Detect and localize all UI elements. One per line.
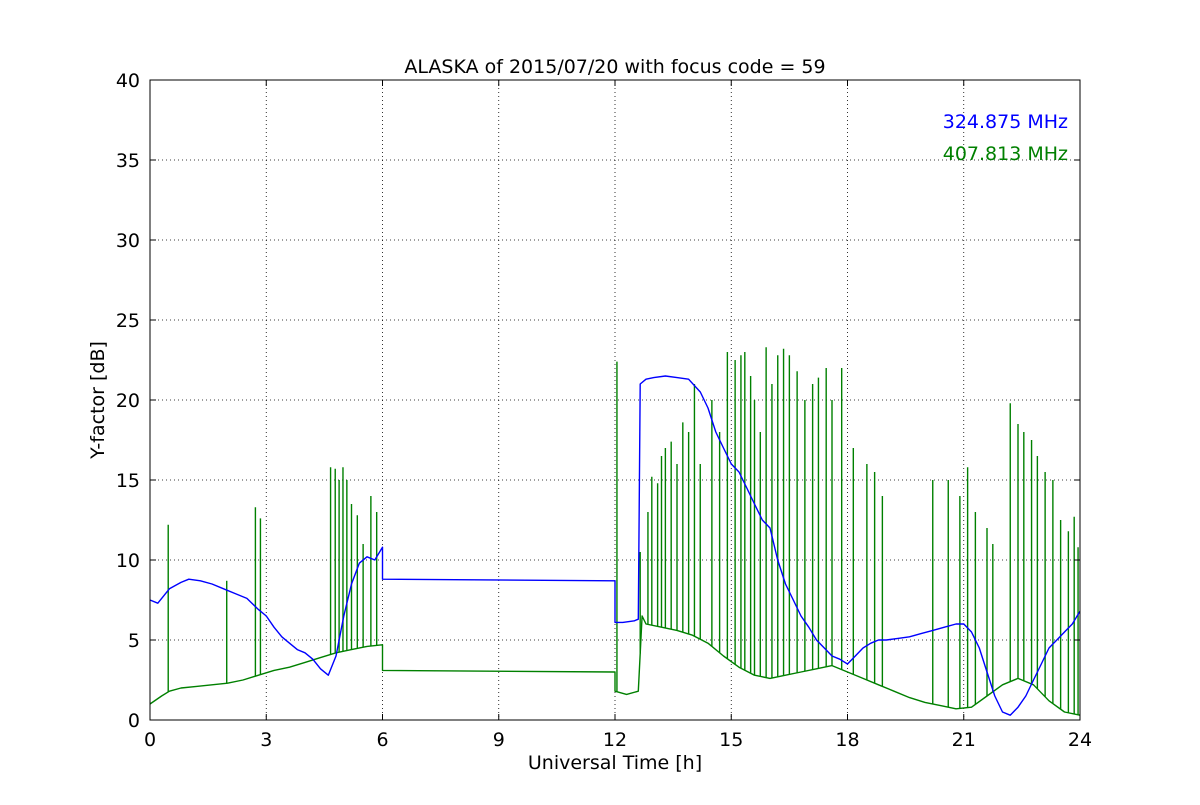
y-tick-label: 5 — [128, 630, 140, 652]
grid — [150, 80, 1080, 720]
x-tick-label: 6 — [376, 729, 388, 751]
chart-title: ALASKA of 2015/07/20 with focus code = 5… — [404, 56, 825, 78]
x-tick-label: 24 — [1068, 729, 1092, 751]
x-tick-label: 15 — [719, 729, 743, 751]
x-tick-label: 21 — [952, 729, 976, 751]
y-axis-label: Y-factor [dB] — [87, 341, 109, 460]
y-tick-label: 35 — [116, 150, 140, 172]
x-tick-label: 3 — [260, 729, 272, 751]
y-tick-label: 20 — [116, 390, 140, 412]
legend: 324.875 MHz 407.813 MHz — [943, 111, 1068, 165]
x-tick-label: 12 — [603, 729, 627, 751]
y-tick-label: 15 — [116, 470, 140, 492]
legend-entry-series-1: 324.875 MHz — [943, 111, 1068, 133]
y-tick-label: 10 — [116, 550, 140, 572]
legend-entry-series-2: 407.813 MHz — [943, 143, 1068, 165]
series-line-1 — [149, 375, 1081, 716]
x-axis-label: Universal Time [h] — [528, 752, 702, 774]
x-tick-label: 9 — [493, 729, 505, 751]
series-line-2 — [149, 615, 1081, 716]
y-tick-label: 25 — [116, 310, 140, 332]
y-tick-label: 30 — [116, 230, 140, 252]
y-tick-label: 0 — [128, 710, 140, 732]
y-tick-label: 40 — [116, 70, 140, 92]
series-layer — [149, 347, 1081, 716]
x-tick-label: 0 — [144, 729, 156, 751]
ticks: 0 3 6 9 12 15 18 21 24 0 5 10 15 20 25 30 35 40 — [116, 70, 1092, 751]
x-tick-label: 18 — [835, 729, 859, 751]
